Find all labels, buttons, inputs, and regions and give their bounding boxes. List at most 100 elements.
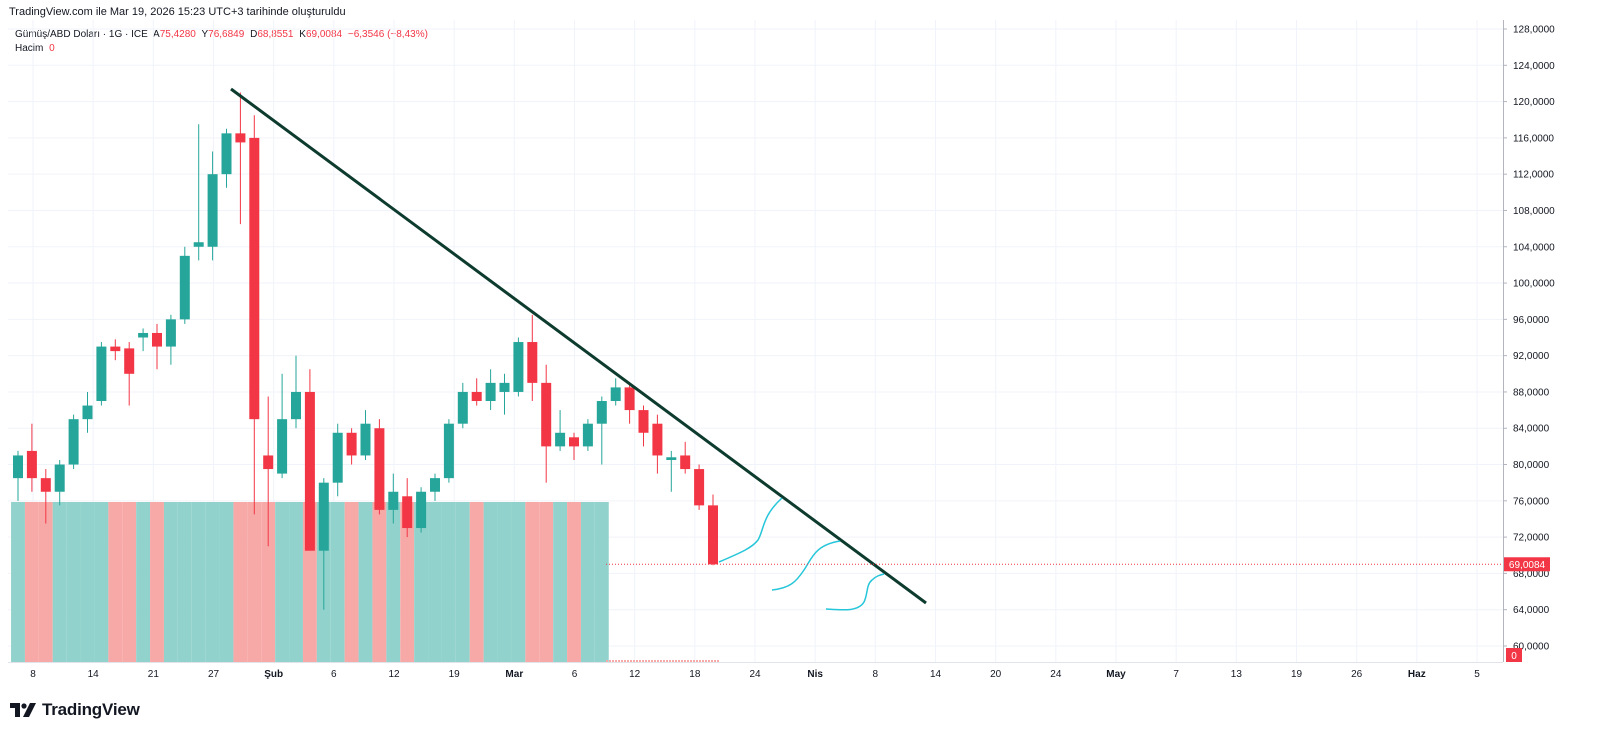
candle-body <box>443 423 454 479</box>
volume-bar <box>469 502 484 662</box>
candle-body <box>374 428 385 510</box>
volume-bar <box>38 502 53 662</box>
candle[interactable] <box>360 410 371 460</box>
projection-curve-3[interactable] <box>825 573 885 611</box>
time-tick-label: 21 <box>148 669 160 680</box>
volume-bar <box>580 502 595 662</box>
candle[interactable] <box>13 450 23 501</box>
candle-body <box>555 432 566 447</box>
candle[interactable] <box>638 405 649 447</box>
candle-body <box>249 137 260 420</box>
volume-bar <box>150 502 164 662</box>
chart-caption: TradingView.com ile Mar 19, 2026 15:23 U… <box>9 6 346 18</box>
candle[interactable] <box>485 369 496 411</box>
candle-body <box>40 478 51 492</box>
candle-body <box>610 387 621 402</box>
candle[interactable] <box>457 382 468 429</box>
candle[interactable] <box>249 115 260 515</box>
time-tick-label: 26 <box>1351 669 1363 680</box>
candle[interactable] <box>708 494 718 566</box>
candle[interactable] <box>124 342 135 406</box>
candle[interactable] <box>26 423 37 492</box>
candle[interactable] <box>346 428 357 465</box>
candle[interactable] <box>569 432 579 460</box>
candle[interactable] <box>527 314 538 402</box>
open-label: A <box>153 29 160 40</box>
candle[interactable] <box>263 396 274 547</box>
candle[interactable] <box>388 473 399 524</box>
price-tick-label: 64,0000 <box>1513 605 1550 616</box>
low-label: D <box>250 29 258 40</box>
price-tick-label: 80,0000 <box>1513 460 1550 471</box>
candle[interactable] <box>430 473 440 501</box>
low-value: 68,8551 <box>257 29 294 40</box>
symbol-name[interactable]: Gümüş/ABD Doları · 1G · ICE <box>15 29 148 40</box>
candle[interactable] <box>416 487 427 533</box>
candle[interactable] <box>513 337 524 397</box>
candle[interactable] <box>582 419 593 451</box>
volume-bar <box>122 502 137 662</box>
candle[interactable] <box>291 355 301 429</box>
candle-body <box>138 332 149 338</box>
candle[interactable] <box>374 419 385 515</box>
candle[interactable] <box>235 92 246 225</box>
candle[interactable] <box>666 450 677 492</box>
candle[interactable] <box>652 414 663 474</box>
time-tick-label: 12 <box>629 669 641 680</box>
candle[interactable] <box>680 441 691 474</box>
candle[interactable] <box>304 369 315 551</box>
candle[interactable] <box>165 314 176 365</box>
candle[interactable] <box>207 151 218 261</box>
time-tick-label: May <box>1106 669 1126 680</box>
candle[interactable] <box>555 410 566 451</box>
candle[interactable] <box>138 328 149 352</box>
time-tick-label: 13 <box>1231 669 1243 680</box>
candle[interactable] <box>694 464 705 510</box>
candle[interactable] <box>443 419 454 483</box>
candle[interactable] <box>596 396 607 465</box>
candle-body <box>54 464 65 492</box>
candle[interactable] <box>471 378 482 406</box>
candle-body <box>68 419 79 465</box>
candle[interactable] <box>610 378 621 406</box>
volume-bar <box>261 502 276 662</box>
candle[interactable] <box>221 128 232 188</box>
projection-curve-2[interactable] <box>771 540 841 591</box>
price-tick-label: 120,0000 <box>1513 97 1555 108</box>
time-tick-label: 14 <box>88 669 100 680</box>
last-price-tag[interactable]: 69,0084 <box>1504 557 1550 572</box>
candle[interactable] <box>193 124 204 261</box>
projection-curve-1[interactable] <box>718 497 783 563</box>
candle[interactable] <box>40 469 51 524</box>
candle[interactable] <box>68 414 79 470</box>
candle[interactable] <box>54 459 65 506</box>
tradingview-logo[interactable]: TradingView <box>10 700 140 720</box>
candle[interactable] <box>499 373 510 415</box>
candle[interactable] <box>179 246 190 324</box>
candle-body <box>694 469 705 506</box>
candle-body <box>388 491 399 510</box>
volume-bar <box>247 502 262 662</box>
candle[interactable] <box>277 373 288 479</box>
candle[interactable] <box>402 478 413 538</box>
candle[interactable] <box>96 342 107 406</box>
time-tick-label: 8 <box>30 669 36 680</box>
last-price-badge[interactable] <box>1504 557 1550 572</box>
candle[interactable] <box>318 478 329 610</box>
volume-bar <box>66 502 81 662</box>
volume-bar <box>414 502 429 662</box>
candle-body <box>541 382 552 447</box>
candle-body <box>360 423 371 456</box>
candle[interactable] <box>332 423 343 497</box>
candle[interactable] <box>152 323 162 370</box>
candle[interactable] <box>110 339 121 361</box>
time-axis: 8 14 21 27 Şub 6 12 19 Mar 6 12 18 24 Nis 8 14 20 24 May 7 1… <box>8 662 1503 680</box>
trendline[interactable] <box>230 87 927 605</box>
volume-bar <box>455 502 470 662</box>
candle[interactable] <box>624 382 635 424</box>
volume-label[interactable]: Hacim <box>15 43 44 54</box>
tradingview-logo-text: TradingView <box>42 700 140 719</box>
candle[interactable] <box>82 391 93 433</box>
candle[interactable] <box>541 364 552 483</box>
